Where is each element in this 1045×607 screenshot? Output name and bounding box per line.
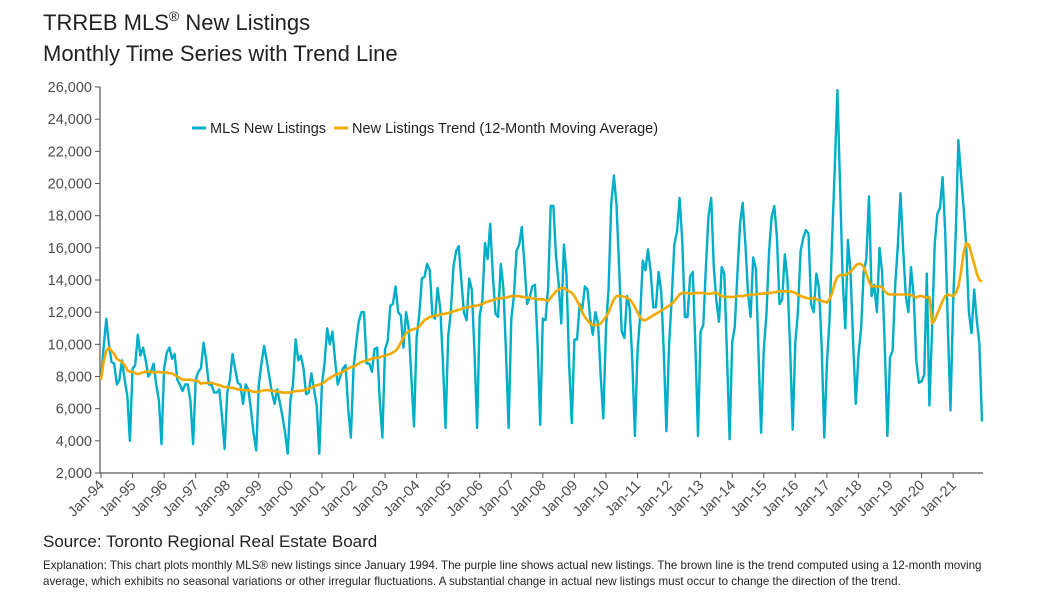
legend: MLS New Listings New Listings Trend (12-M… — [192, 121, 658, 137]
trend-line-group — [99, 241, 983, 394]
chart-title: TRREB MLS® New Listings — [43, 8, 311, 36]
y-tick-label: 8,000 — [56, 370, 92, 386]
x-tick-label: Jan-21 — [917, 478, 960, 521]
chart-title-rest: New Listings — [179, 10, 311, 35]
y-tick-label: 26,000 — [48, 80, 92, 96]
x-tick-label: Jan-10 — [570, 478, 613, 521]
mls-new-listings-line-group — [99, 88, 984, 455]
y-tick-label: 22,000 — [48, 144, 92, 160]
y-tick-label: 10,000 — [48, 337, 92, 353]
explanation-note: Explanation: This chart plots monthly ML… — [43, 559, 982, 588]
y-tick-label: 2,000 — [56, 466, 92, 482]
legend-label: MLS New Listings — [210, 121, 326, 137]
y-tick-label: 20,000 — [48, 177, 92, 193]
y-tick-label: 14,000 — [48, 273, 92, 289]
y-tick-label: 16,000 — [48, 241, 92, 257]
registered-mark: ® — [168, 8, 180, 24]
y-tick-label: 6,000 — [56, 402, 92, 418]
chart-subtitle: Monthly Time Series with Trend Line — [43, 41, 398, 66]
line-chart: 2,000 4,000 6,000 8,000 10,000 12,000 14,000 16… — [48, 80, 984, 521]
mls-new-listings-line — [99, 88, 984, 455]
y-tick-label: 4,000 — [56, 434, 92, 450]
legend-label: New Listings Trend (12-Month Moving Aver… — [352, 121, 658, 137]
y-tick-label: 18,000 — [48, 209, 92, 225]
chart-title-text: TRREB MLS — [43, 10, 169, 35]
y-tick-label: 12,000 — [48, 305, 92, 321]
source-note: Source: Toronto Regional Real Estate Boa… — [43, 532, 378, 551]
trend-line — [99, 241, 983, 394]
y-tick-label: 24,000 — [48, 112, 92, 128]
